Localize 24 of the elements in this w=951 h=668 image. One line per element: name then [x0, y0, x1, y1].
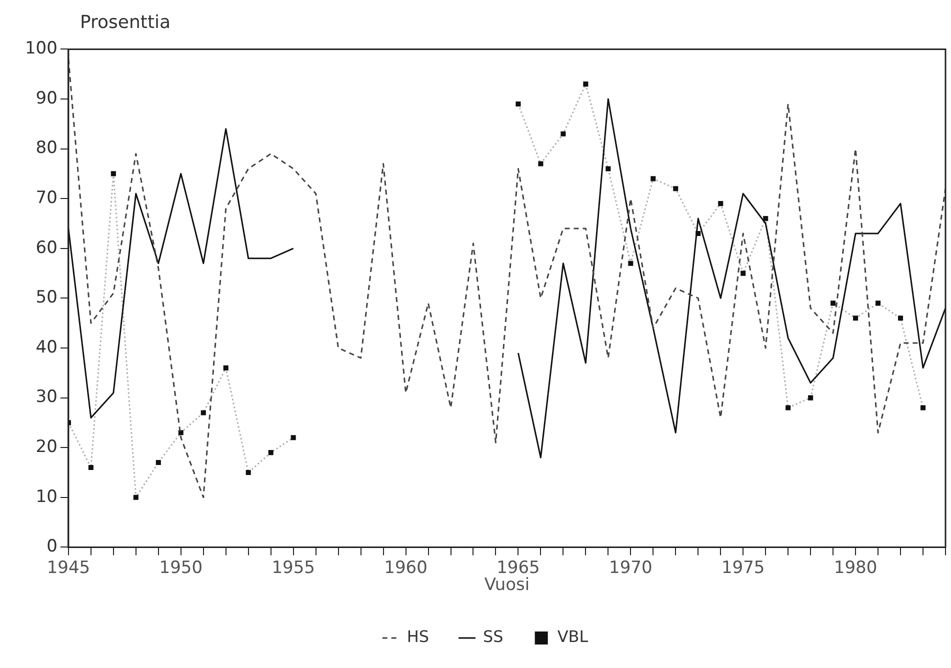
- x-tick-label: 1980: [834, 558, 878, 578]
- x-tick-label: 1950: [159, 558, 203, 578]
- y-tick-label: 20: [36, 437, 58, 458]
- x-tick-label: 1975: [721, 558, 765, 578]
- legend-label: VBL: [557, 627, 588, 646]
- x-tick-label: 1945: [46, 558, 90, 578]
- y-tick-label: 30: [36, 387, 58, 408]
- y-tick-label: 100: [24, 38, 58, 59]
- y-tick-label: 50: [36, 288, 58, 308]
- x-tick-label: 1965: [496, 558, 540, 578]
- y-tick-label: 10: [36, 486, 58, 507]
- y-tick-label: 90: [36, 88, 58, 108]
- x-axis-title: Vuosi: [484, 575, 530, 596]
- x-tick-label: 1955: [272, 558, 315, 578]
- y-tick-label: 80: [36, 138, 58, 158]
- y-tick-label: 0: [46, 536, 58, 557]
- legend-label: HS: [406, 627, 430, 646]
- y-tick-label: 70: [36, 188, 58, 208]
- y-axis-title: Prosenttia: [80, 12, 171, 33]
- y-tick-label: 60: [36, 238, 58, 258]
- x-tick-label: 1970: [609, 558, 652, 578]
- y-tick-label: 40: [36, 337, 58, 358]
- x-tick-label: 1960: [384, 558, 428, 578]
- legend-label: SS: [483, 627, 504, 646]
